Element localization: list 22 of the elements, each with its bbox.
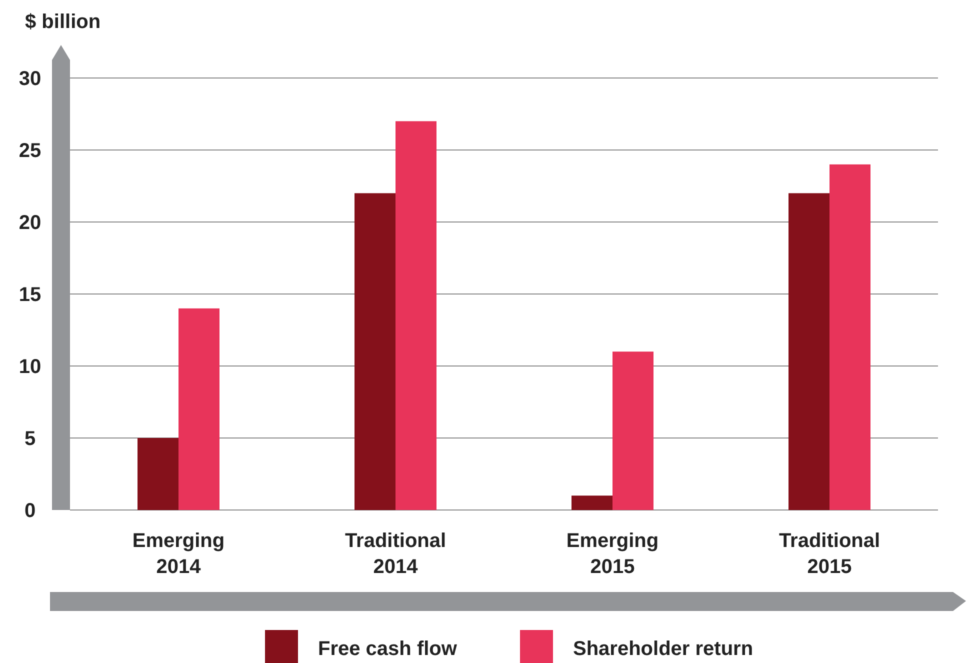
legend-label: Shareholder return [573, 638, 754, 660]
bar [178, 308, 220, 510]
bar [138, 438, 178, 510]
bar [396, 121, 436, 510]
bar [612, 352, 654, 510]
bar [572, 496, 612, 510]
bar [788, 193, 830, 510]
x-tick-label: Emerging 2015 [566, 530, 659, 578]
bar [830, 164, 870, 510]
x-tick-label: Emerging 2014 [132, 530, 225, 578]
legend-label: Free cash flow [318, 638, 458, 660]
x-tick-label: Traditional 2015 [778, 530, 880, 578]
y-tick-label: 20 [18, 212, 42, 234]
y-tick-label: 15 [18, 284, 42, 306]
y-tick-label: 0 [24, 500, 36, 522]
y-tick-label: 5 [24, 428, 36, 450]
y-tick-label: 30 [18, 68, 42, 90]
x-tick-label: Traditional 2014 [344, 530, 446, 578]
y-tick-label: 10 [18, 356, 42, 378]
bar [354, 193, 396, 510]
y-tick-label: 25 [18, 140, 42, 162]
y-axis-title: $ billion [25, 11, 101, 33]
